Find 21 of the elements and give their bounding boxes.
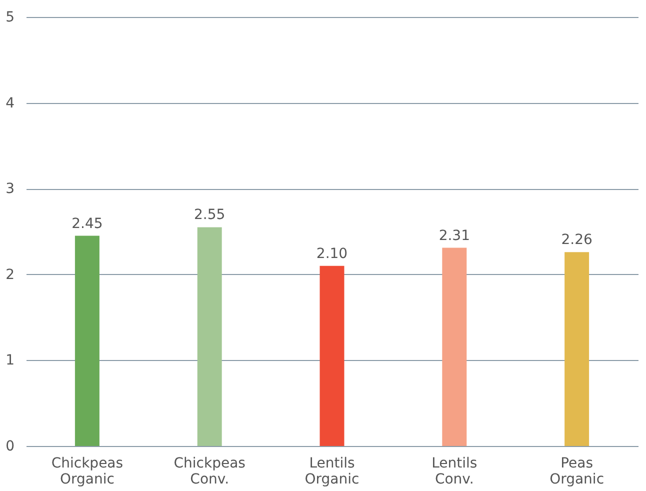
bar: [197, 227, 222, 446]
data-label: 2.31: [438, 228, 470, 244]
x-tick-label: Lentils Organic: [304, 456, 360, 488]
y-tick-label: 0: [6, 438, 14, 454]
y-tick-label: 5: [6, 10, 14, 26]
data-label: 2.10: [316, 246, 348, 262]
data-label: 2.55: [194, 207, 226, 224]
x-tick-label: Chickpeas Organic: [51, 456, 124, 488]
y-tick-label: 2: [6, 266, 14, 283]
bar: [442, 248, 467, 446]
x-tick-label: Peas Organic: [550, 456, 604, 488]
y-tick-label: 3: [6, 181, 14, 198]
x-tick-label: Lentils Conv.: [432, 456, 478, 488]
y-tick-label: 1: [6, 352, 14, 369]
bar: [74, 236, 100, 446]
data-label: 2.26: [561, 232, 592, 248]
data-label: 2.45: [72, 216, 103, 232]
bar: [320, 266, 344, 446]
bar: [564, 252, 590, 446]
x-tick-label: Chickpeas Conv.: [174, 456, 246, 488]
y-tick-label: 4: [6, 95, 15, 112]
